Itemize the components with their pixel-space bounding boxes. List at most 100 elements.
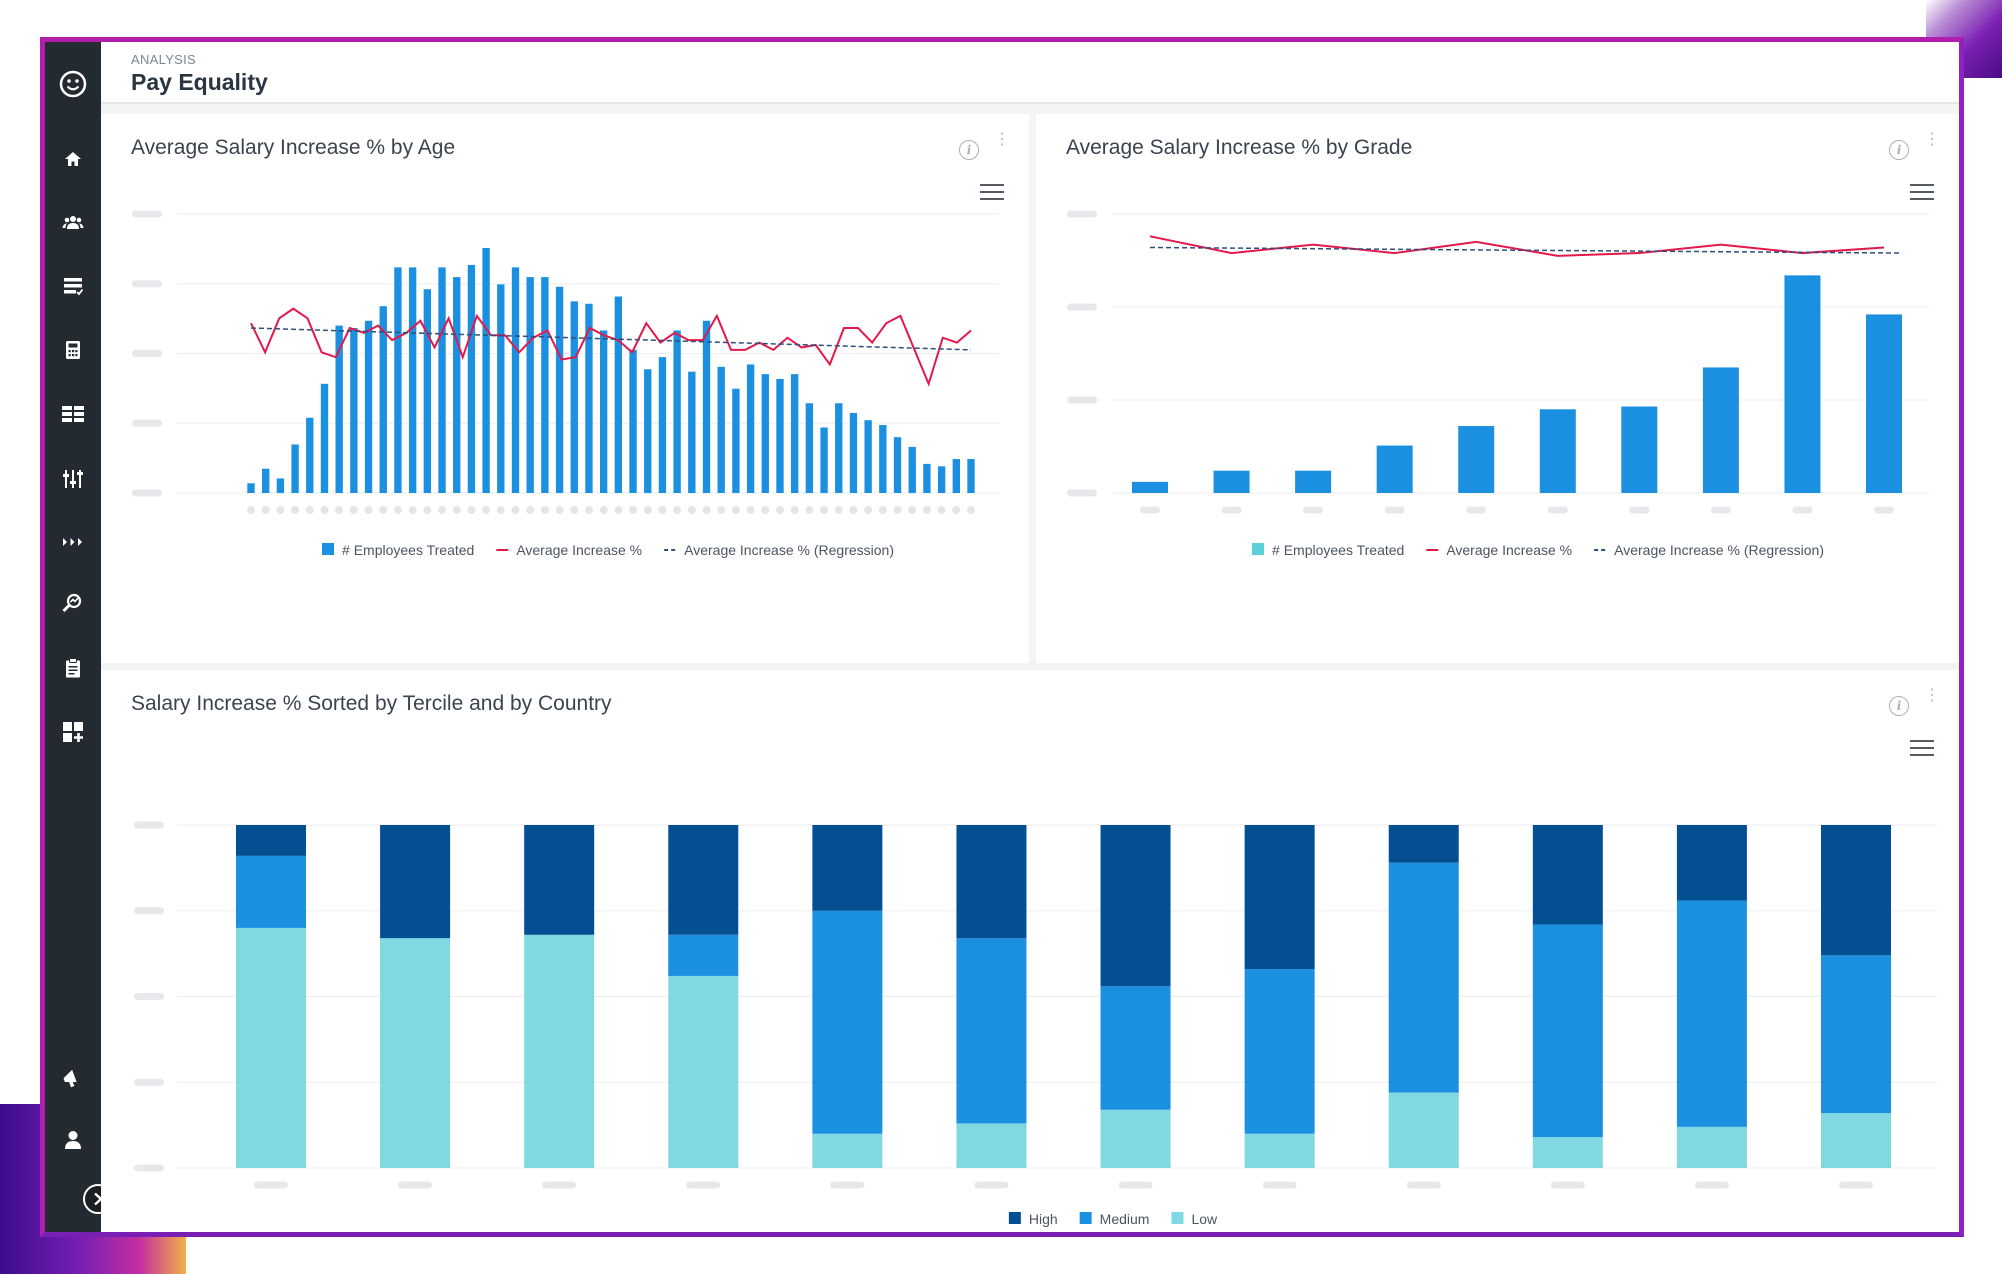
bar [408,267,417,493]
x-tick-label [496,506,505,514]
x-tick-label [878,506,887,514]
bar-medium [1676,900,1747,1127]
bar-low [1244,1133,1315,1168]
x-tick-label [746,506,755,514]
bar [923,463,931,493]
bar [1376,445,1413,493]
bar [335,325,343,493]
x-tick-label [542,1181,577,1189]
calculator-icon[interactable] [45,330,101,370]
chart-grade: # Employees Treated Average Increase % Ave… [1067,210,1929,558]
chart-title: Average Salary Increase % by Grade [1066,136,1413,159]
bar [644,369,652,493]
dashboard-add-icon[interactable] [45,712,101,752]
bar-high [236,825,306,856]
panel-tercile-country: Salary Increase % Sorted by Tercile and … [101,670,1959,1232]
y-tick-label [132,489,162,497]
more-icon[interactable] [45,522,101,562]
megaphone-icon[interactable] [45,1058,101,1098]
bar-medium [956,938,1027,1124]
x-tick-label [482,506,491,514]
bar [864,420,872,493]
x-tick-label [761,506,770,514]
grid-icon[interactable] [45,394,101,434]
legend-label: # Employees Treated [342,542,474,558]
x-tick-label [349,506,358,514]
search-chart-icon[interactable] [45,583,101,623]
y-tick-label [134,993,164,1000]
x-tick-label [526,506,535,514]
bar [438,267,446,493]
bar-low [380,938,451,1168]
breadcrumb: ANALYSIS [131,52,197,67]
page-title: Pay Equality [131,69,268,95]
x-tick-label [1839,1181,1873,1189]
bar-medium [1244,969,1315,1134]
x-tick-label [599,506,608,514]
bar [541,277,549,493]
home-icon[interactable] [45,139,101,179]
x-tick-label [247,506,255,514]
bar [1621,406,1658,493]
user-icon[interactable] [45,1120,101,1160]
x-tick-label [261,506,270,514]
x-tick-label [1118,1181,1153,1189]
bar-high [956,825,1027,939]
chart-title: Average Salary Increase % by Age [131,136,456,159]
bar [1866,314,1902,493]
bar-medium [236,855,306,928]
legend-marker [1008,1212,1021,1224]
bar-low [236,927,306,1168]
x-tick-label [967,506,975,514]
chart-menu-icon[interactable] [980,184,1004,202]
bar [423,289,431,493]
bar [291,444,299,493]
legend-label: Average Increase % [1446,542,1572,558]
info-icon[interactable]: i [1889,696,1909,716]
chart-menu-icon[interactable] [1910,184,1934,202]
x-tick-label [1466,506,1487,514]
x-tick-label [673,506,682,514]
bar [320,383,329,493]
x-tick-label [320,506,329,514]
y-tick-label [132,350,162,357]
smiley-logo-icon[interactable] [45,64,101,104]
x-tick-label [849,506,858,514]
x-tick-label [1221,506,1242,514]
bar-high [1676,825,1747,901]
y-tick-label [1067,210,1097,218]
bar-medium [1100,986,1171,1110]
clipboard-icon[interactable] [45,648,101,688]
x-tick-label [1874,506,1894,514]
x-tick-label [643,506,652,514]
x-tick-label [937,506,946,514]
bar-high [1100,825,1171,987]
info-icon[interactable]: i [959,140,979,160]
chart-menu-icon[interactable] [1910,740,1934,758]
bar [364,320,373,493]
bar-medium [1821,955,1891,1114]
x-tick-label [1792,506,1813,514]
bar [570,301,578,493]
x-tick-label [438,506,447,514]
bar [658,357,667,493]
info-icon[interactable]: i [1889,140,1909,160]
bar [350,328,358,493]
sliders-icon[interactable] [45,459,101,499]
y-tick-label [1067,396,1097,404]
bar-high [668,825,739,935]
legend-marker [322,543,335,555]
list-icon[interactable] [45,266,101,306]
bar [820,427,828,493]
people-icon[interactable] [45,202,101,242]
bar-high [524,825,595,935]
bar-high [380,825,451,939]
bar [629,349,637,493]
bar [262,468,270,493]
x-tick-label [658,506,667,514]
legend-label: Average Increase % (Regression) [684,542,894,558]
x-tick-label [511,506,520,514]
x-tick-label [775,506,784,514]
bar [849,412,858,493]
x-tick-label [922,506,931,514]
